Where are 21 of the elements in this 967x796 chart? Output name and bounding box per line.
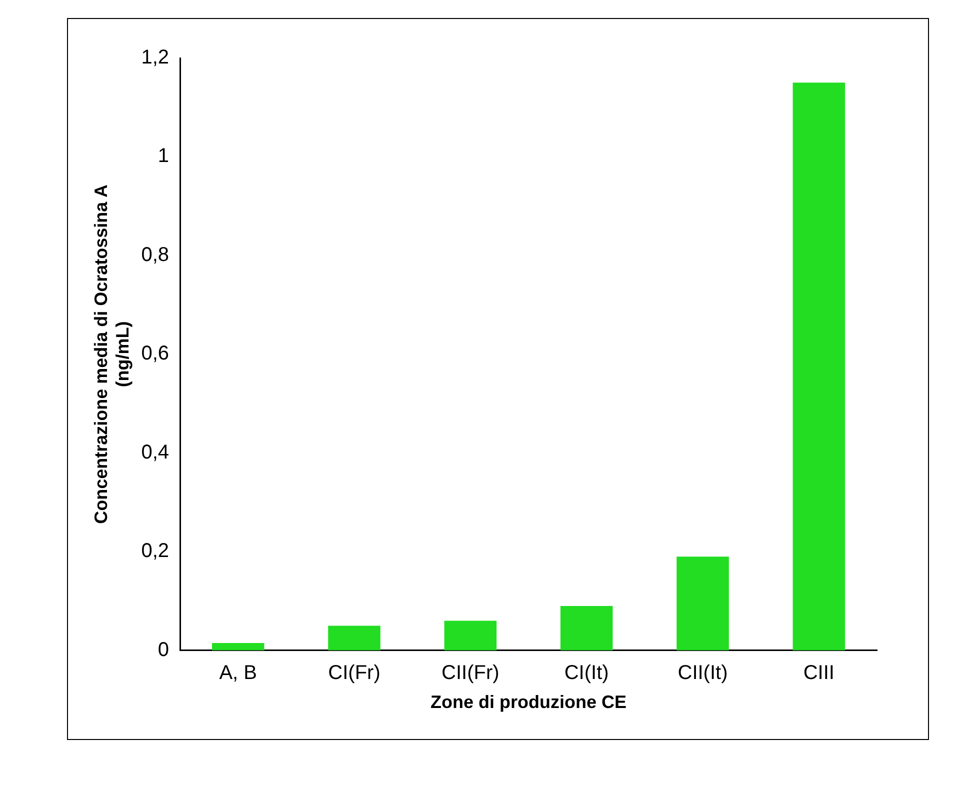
- y-tick-label: 0,6: [141, 342, 170, 365]
- x-tick-label: CIII: [803, 662, 834, 684]
- bar: [560, 606, 613, 650]
- x-tick-label: CII(Fr): [442, 662, 500, 684]
- bar: [676, 556, 729, 650]
- x-tick-label: A, B: [219, 662, 257, 684]
- y-tick-label: 1: [158, 145, 170, 168]
- bar: [444, 620, 497, 650]
- bar: [792, 82, 846, 650]
- x-axis-title: Zone di produzione CE: [430, 692, 626, 712]
- x-tick-label: CI(It): [564, 662, 609, 684]
- y-tick-label: 0,4: [141, 441, 170, 464]
- x-tick-label: CII(It): [678, 662, 728, 684]
- bar: [328, 626, 380, 650]
- y-tick-label: 0: [158, 638, 170, 661]
- y-tick-label: 0,8: [141, 244, 170, 266]
- y-tick-label: 1,2: [141, 46, 170, 69]
- bar: [212, 642, 264, 650]
- y-axis-title: Concentrazione media di Ocratossina A (ng/mL): [90, 184, 132, 524]
- x-tick-label: CI(Fr): [328, 662, 380, 684]
- y-tick-label: 0,2: [141, 540, 170, 562]
